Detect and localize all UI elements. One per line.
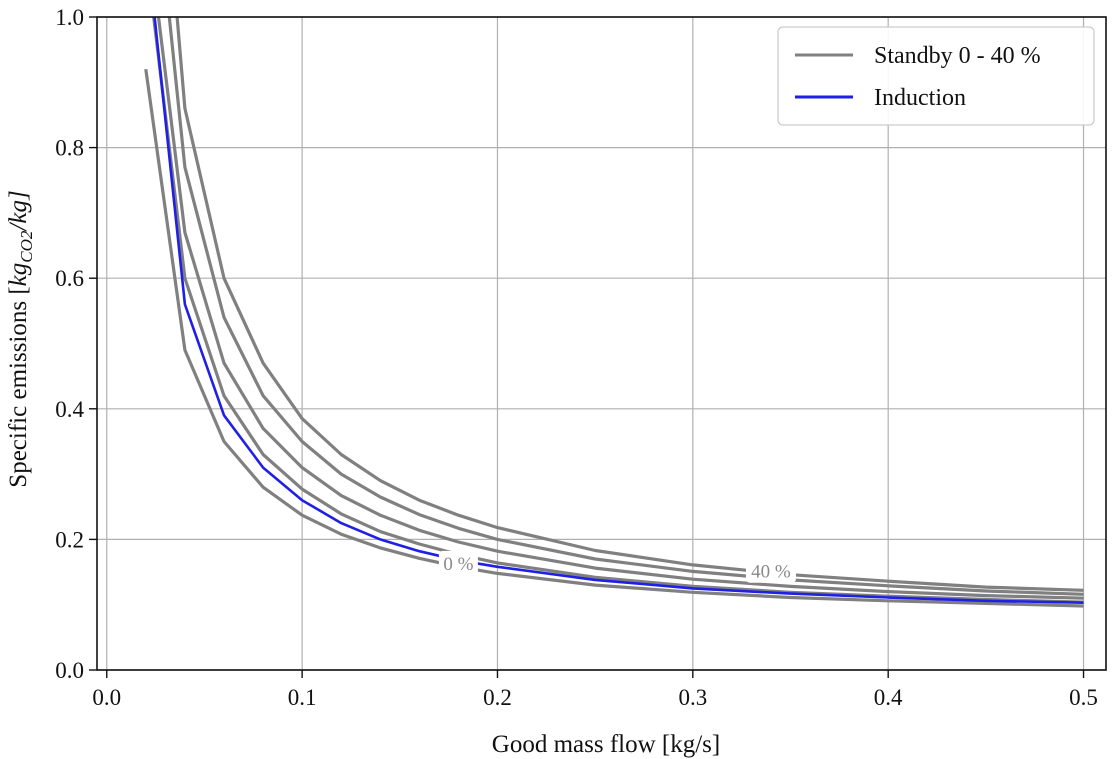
x-tick-label: 0.5 bbox=[1069, 685, 1098, 710]
series-lines bbox=[144, 16, 1084, 608]
legend-label-induction: Induction bbox=[874, 85, 966, 111]
series-line-standby bbox=[167, 16, 1084, 596]
series-line-standby bbox=[175, 16, 1084, 592]
y-axis-title: Specific emissions [kgCO2/kg] bbox=[5, 190, 36, 487]
contour-label: 0 % bbox=[443, 554, 473, 575]
y-tick-label: 0.6 bbox=[55, 266, 84, 291]
series-line-standby bbox=[144, 68, 1084, 608]
y-axis-title-subscript: CO2 bbox=[17, 230, 36, 263]
legend: Standby 0 - 40 % Induction bbox=[777, 26, 1095, 126]
contour-label-background bbox=[745, 558, 796, 583]
y-axis-title-prefix: Specific emissions [ bbox=[5, 286, 32, 487]
series-line-standby bbox=[156, 16, 1084, 600]
contour-labels: 0 % 40 % bbox=[438, 550, 796, 583]
contour-label-background bbox=[438, 550, 478, 575]
y-tick-label: 0.8 bbox=[55, 136, 84, 161]
x-tick-label: 0.3 bbox=[678, 685, 707, 710]
legend-label-standby: Standby 0 - 40 % bbox=[874, 43, 1041, 69]
y-axis-title-kg: kg bbox=[5, 263, 32, 287]
x-tick-label: 0.0 bbox=[92, 685, 121, 710]
series-line-induction bbox=[153, 16, 1084, 604]
legend-box bbox=[777, 26, 1095, 126]
plot-frame bbox=[96, 16, 1107, 671]
y-axis-title-suffix: /kg] bbox=[5, 190, 32, 232]
x-tick-label: 0.4 bbox=[874, 685, 903, 710]
y-tick-label: 0.2 bbox=[55, 527, 84, 552]
y-tick-label: 0.0 bbox=[55, 658, 84, 683]
y-tick-label: 1.0 bbox=[55, 5, 84, 30]
y-tick-label: 0.4 bbox=[55, 397, 84, 422]
x-axis-title: Good mass flow [kg/s] bbox=[492, 731, 720, 758]
contour-label: 40 % bbox=[751, 562, 791, 583]
x-tick-label: 0.1 bbox=[288, 685, 317, 710]
axis-ticks: 0.0 0.1 0.2 0.3 0.4 0.5 0.0 0.2 0.4 0.6 0.8 1.0 bbox=[55, 5, 1098, 710]
x-tick-label: 0.2 bbox=[483, 685, 512, 710]
